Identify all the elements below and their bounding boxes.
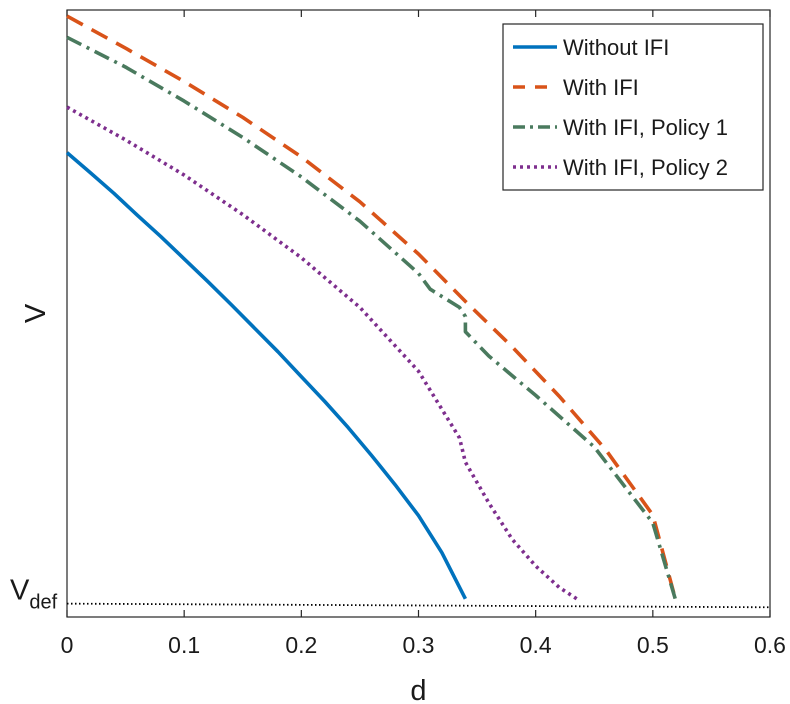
legend-box bbox=[502, 23, 764, 191]
legend-label-4: With IFI, Policy 2 bbox=[563, 155, 728, 180]
series-line-4 bbox=[66, 105, 578, 601]
legend-label-1: Without IFI bbox=[563, 35, 669, 60]
series-group bbox=[65, 14, 771, 609]
legend: Without IFI With IFI With IFI, Policy 1 Wit… bbox=[502, 23, 764, 191]
x-tick-label: 0.3 bbox=[403, 632, 435, 658]
tick-labels: 0 0.1 0.2 0.3 0.4 0.5 0.6 bbox=[61, 632, 786, 658]
vdef-annotation: Vdef bbox=[10, 575, 58, 614]
x-tick-label: 0.2 bbox=[285, 632, 317, 658]
y-axis-label: V bbox=[20, 303, 52, 323]
x-tick-label: 0.4 bbox=[520, 632, 552, 658]
series-line-2 bbox=[66, 14, 679, 603]
vdef-main: V bbox=[10, 575, 30, 607]
axes bbox=[66, 9, 771, 618]
vdef-subscript: def bbox=[29, 592, 57, 614]
x-tick-label: 0.5 bbox=[637, 632, 669, 658]
legend-label-2: With IFI bbox=[563, 75, 639, 100]
series-line-1 bbox=[65, 151, 468, 600]
x-tick-label: 0.1 bbox=[168, 632, 200, 658]
x-axis-label: d bbox=[410, 675, 426, 704]
x-tick-label: 0.6 bbox=[754, 632, 786, 658]
axis-labels: d V Vdef bbox=[10, 303, 427, 704]
x-tick-label: 0 bbox=[61, 632, 74, 658]
series-line-3 bbox=[66, 35, 679, 603]
vdef-reference-line bbox=[66, 602, 771, 609]
legend-label-3: With IFI, Policy 1 bbox=[563, 115, 728, 140]
